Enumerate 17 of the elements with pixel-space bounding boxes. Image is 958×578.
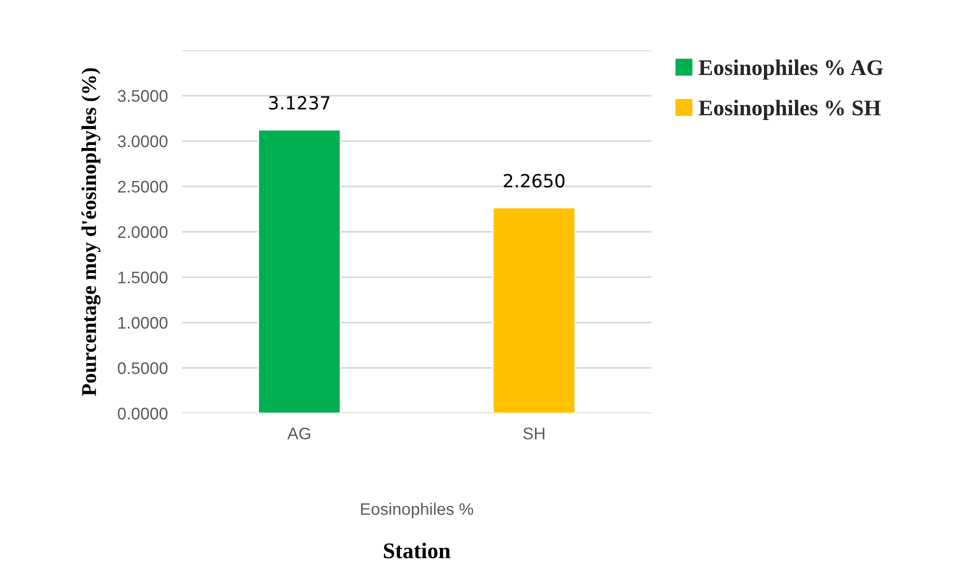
y-tick-label: 2.0000 [118,226,168,238]
y-tick-label: 1.5000 [118,272,168,284]
text: Eosinophiles % [361,502,474,518]
y-axis-title: Pourcentage moy d'éosinophyles (%) [81,68,100,396]
y-tick-label: 1.0000 [118,316,168,329]
legend-label: Eosinophiles % AG [698,60,883,80]
y-tick-label: 0.0000 [118,408,168,420]
y-tick-label: 2.5000 [118,180,168,193]
y-tick-label: 3.5000 [118,90,168,102]
legend-label: Eosinophiles % SH [698,100,881,120]
x-tick-label: AG [287,428,310,440]
y-tick-label: 0.5000 [118,362,168,374]
data-label: 3.1237 [269,96,330,110]
y-tick-label: 3.0000 [118,135,168,148]
data-label: 2.2650 [504,174,564,188]
x-tick-label: SH [523,428,544,440]
x-axis-title: Station [384,542,450,558]
